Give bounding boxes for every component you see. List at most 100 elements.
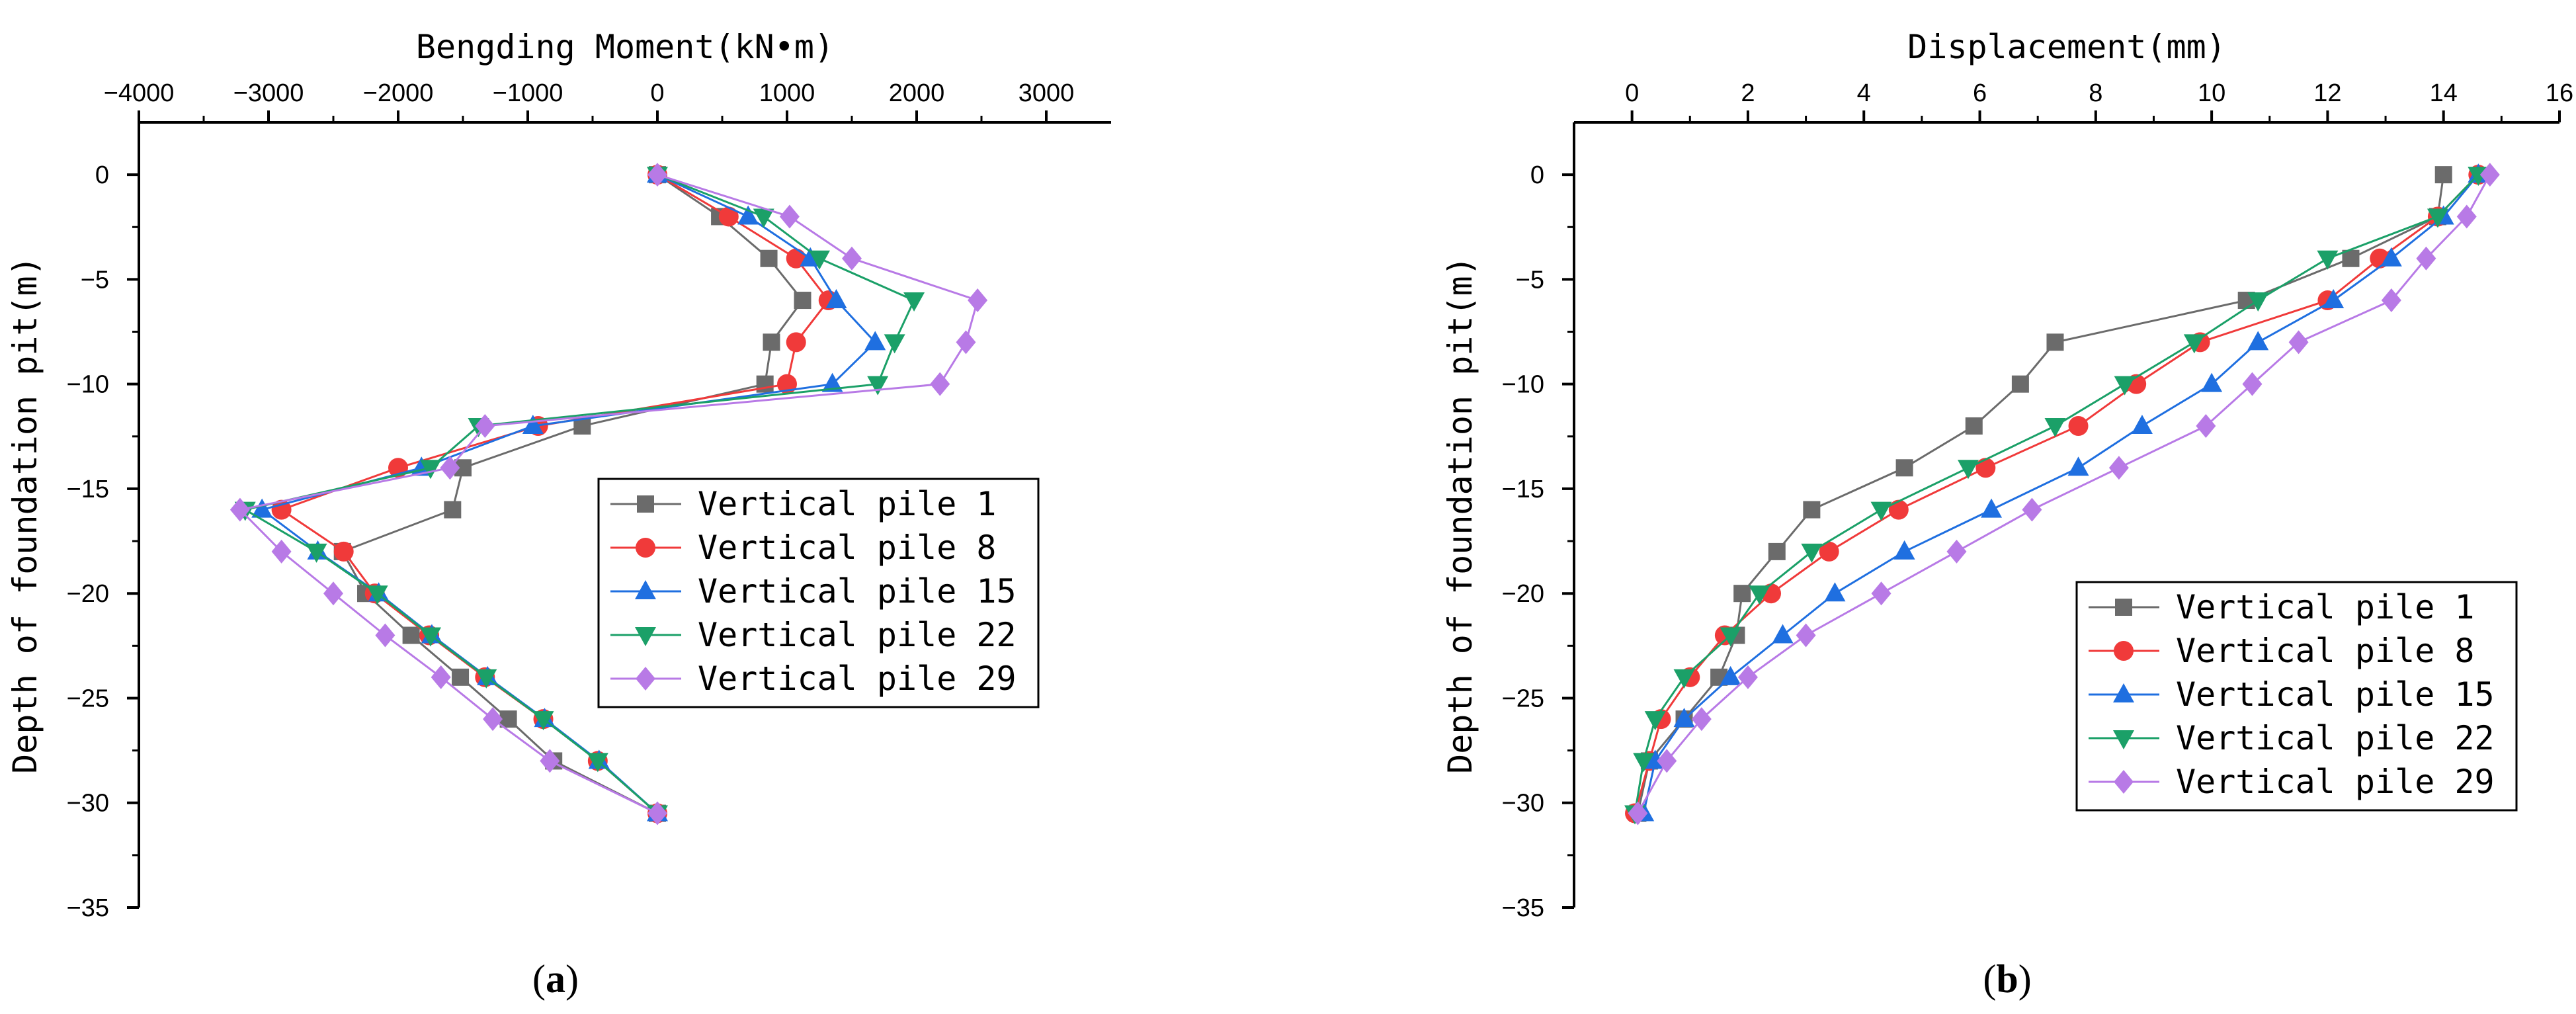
b-series-line bbox=[1637, 174, 2491, 814]
a-x-tick-label: 1000 bbox=[759, 79, 815, 107]
a-data-point bbox=[229, 497, 250, 522]
a-data-point bbox=[763, 333, 780, 351]
b-legend-marker bbox=[2113, 683, 2134, 702]
a-data-point bbox=[825, 289, 847, 309]
b-data-point bbox=[2196, 413, 2216, 438]
b-y-tick-label: −30 bbox=[1502, 790, 1544, 818]
b-x-tick-label: 8 bbox=[2089, 79, 2102, 107]
b-data-point bbox=[2247, 331, 2269, 351]
b-data-point bbox=[1644, 711, 1666, 731]
a-data-point bbox=[903, 292, 925, 312]
b-data-point bbox=[2044, 417, 2066, 437]
b-legend-marker bbox=[2115, 599, 2132, 616]
b-data-point bbox=[2288, 330, 2309, 355]
a-x-tick-label: −4000 bbox=[104, 79, 175, 107]
b-data-point bbox=[1749, 585, 1770, 605]
b-data-point bbox=[2381, 288, 2401, 313]
b-series-line bbox=[1636, 174, 2445, 814]
b-data-point bbox=[1965, 417, 1983, 435]
b-series-line bbox=[1634, 174, 2479, 814]
b-data-point bbox=[1628, 801, 1648, 825]
b-data-point bbox=[2479, 163, 2500, 187]
b-x-axis-title: Displacement(mm) bbox=[1907, 28, 2226, 66]
b-data-point bbox=[1975, 458, 1996, 478]
b-legend-label: Vertical pile 1 bbox=[2176, 588, 2475, 626]
a-data-point bbox=[737, 205, 759, 225]
b-x-tick-label: 6 bbox=[1973, 79, 1987, 107]
a-y-tick-label: −10 bbox=[67, 371, 109, 399]
a-data-point bbox=[821, 372, 843, 392]
b-legend-label: Vertical pile 29 bbox=[2176, 763, 2495, 801]
a-data-point bbox=[476, 669, 497, 689]
a-data-point bbox=[440, 456, 460, 480]
a-x-axis-title: Bengding Moment(kN•m) bbox=[416, 28, 834, 66]
b-data-point bbox=[1720, 665, 1741, 685]
b-data-point bbox=[2247, 292, 2269, 312]
a-data-point bbox=[756, 375, 774, 393]
b-data-point bbox=[2011, 375, 2029, 393]
a-series-line bbox=[242, 173, 916, 814]
b-data-point bbox=[1893, 540, 1915, 560]
a-y-tick-label: −15 bbox=[67, 476, 109, 503]
a-data-point bbox=[251, 498, 273, 518]
a-data-point bbox=[271, 499, 292, 520]
a-x-tick-label: 2000 bbox=[889, 79, 945, 107]
a-data-point bbox=[420, 460, 441, 480]
a-data-point bbox=[956, 330, 976, 355]
b-data-point bbox=[1768, 542, 1786, 560]
b-data-point bbox=[1946, 539, 1967, 564]
a-y-tick-label: −25 bbox=[67, 685, 109, 712]
a-data-point bbox=[366, 585, 388, 605]
b-data-point bbox=[1657, 749, 1677, 773]
b-data-point bbox=[2114, 376, 2136, 396]
b-data-point bbox=[1819, 541, 1839, 562]
b-series-line bbox=[1634, 174, 2479, 814]
a-data-point bbox=[760, 249, 778, 267]
a-data-point bbox=[794, 292, 811, 310]
b-data-point bbox=[2022, 497, 2042, 522]
a-legend-label: Vertical pile 29 bbox=[698, 659, 1017, 698]
a-data-point bbox=[532, 711, 554, 731]
a-data-point bbox=[786, 332, 806, 353]
b-data-point bbox=[1888, 499, 1909, 520]
b-data-point bbox=[2380, 247, 2402, 267]
a-y-tick-label: −30 bbox=[67, 790, 109, 818]
a-data-point bbox=[867, 376, 889, 396]
b-y-tick-label: −25 bbox=[1502, 685, 1544, 712]
a-data-point bbox=[786, 248, 806, 269]
b-y-tick-label: −35 bbox=[1502, 894, 1544, 922]
a-data-point bbox=[402, 626, 420, 644]
b-data-point bbox=[1673, 669, 1695, 689]
a-legend-label: Vertical pile 1 bbox=[698, 485, 997, 523]
a-legend-marker bbox=[637, 495, 654, 513]
b-data-point bbox=[2434, 166, 2452, 184]
b-y-tick-label: −15 bbox=[1502, 476, 1544, 503]
a-y-tick-label: −5 bbox=[81, 266, 109, 294]
a-data-point bbox=[333, 541, 354, 562]
b-data-point bbox=[1958, 460, 1979, 480]
b-data-point bbox=[2108, 456, 2129, 480]
a-data-point bbox=[753, 208, 774, 228]
a-data-point bbox=[587, 753, 608, 773]
a-x-tick-label: −3000 bbox=[233, 79, 304, 107]
b-data-point bbox=[2242, 372, 2263, 396]
b-x-tick-label: 12 bbox=[2313, 79, 2341, 107]
a-data-point bbox=[444, 501, 462, 519]
b-data-point bbox=[2456, 204, 2477, 229]
b-legend-label: Vertical pile 8 bbox=[2176, 632, 2475, 670]
b-data-point bbox=[1796, 623, 1816, 648]
a-x-tick-label: −2000 bbox=[363, 79, 434, 107]
b-data-point bbox=[2067, 456, 2089, 476]
a-data-point bbox=[718, 206, 739, 227]
a-y-tick-label: −35 bbox=[67, 894, 109, 922]
b-x-tick-label: 0 bbox=[1625, 79, 1639, 107]
b-legend-marker bbox=[2113, 730, 2134, 749]
a-data-point bbox=[475, 413, 495, 438]
a-data-point bbox=[930, 372, 950, 396]
b-data-point bbox=[2046, 333, 2064, 351]
a-x-tick-label: 0 bbox=[650, 79, 664, 107]
b-legend-label: Vertical pile 15 bbox=[2176, 675, 2495, 714]
b-data-point bbox=[2317, 250, 2339, 270]
b-y-tick-label: −10 bbox=[1502, 371, 1544, 399]
a-data-point bbox=[809, 250, 830, 270]
